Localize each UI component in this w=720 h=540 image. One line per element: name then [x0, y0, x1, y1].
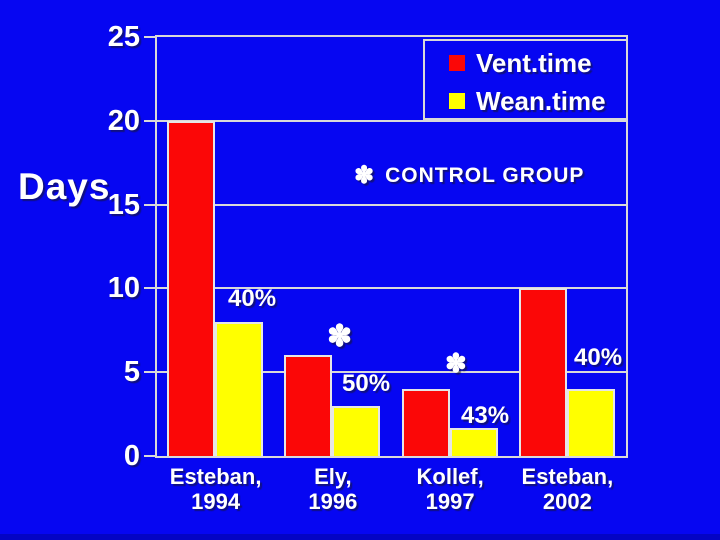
- asterisk-ely-1996: ✽: [327, 320, 353, 353]
- gridline-15: [157, 203, 626, 206]
- legend-label: Vent.time: [476, 48, 592, 78]
- y-axis-tick: [144, 371, 155, 374]
- vent-time-swatch-icon: [449, 55, 465, 71]
- bar-wean-time-group3: [449, 428, 498, 456]
- plot-area: 40% ✽ 50% ✽ 43% 40%: [155, 35, 628, 458]
- bar-vent-time-group2: [284, 355, 333, 456]
- y-axis-tick-label: 0: [123, 440, 140, 472]
- legend-item-wean-time: Wean.time: [449, 86, 606, 116]
- legend-item-vent-time: Vent.time: [449, 48, 592, 78]
- wean-time-swatch-icon: [449, 93, 465, 109]
- x-axis-category-group2: Ely, 1996: [308, 464, 358, 514]
- control-group-label: CONTROL GROUP: [385, 164, 585, 187]
- gridline-5: [157, 371, 626, 374]
- bar-wean-time-group2: [332, 406, 381, 456]
- gridline-10: [157, 287, 626, 290]
- y-axis-tick: [144, 455, 155, 457]
- pct-label-kollef-1997: 43%: [461, 402, 510, 429]
- pct-label-esteban-2002: 40%: [574, 344, 623, 371]
- pct-label-ely-1996: 50%: [342, 370, 391, 397]
- y-axis-tick-label: 10: [107, 272, 140, 305]
- legend-box: Vent.time Wean.time: [423, 39, 628, 120]
- y-axis-title: Days: [18, 166, 111, 207]
- y-axis-tick-label: 25: [107, 21, 140, 53]
- bar-wean-time-group4: [566, 389, 615, 456]
- bar-wean-time-group1: [215, 322, 263, 456]
- y-axis-tick: [144, 203, 155, 206]
- pct-label-esteban-1994: 40%: [228, 285, 277, 312]
- y-axis-tick-label: 20: [107, 104, 140, 137]
- y-axis-tick: [144, 287, 155, 290]
- y-axis-tick-label: 15: [107, 188, 140, 221]
- y-axis-tick: [144, 119, 155, 122]
- x-axis-category-group4: Esteban, 2002: [521, 464, 614, 514]
- control-group-note: ✽ CONTROL GROUP: [354, 163, 584, 189]
- bar-vent-time-group1: [167, 121, 215, 456]
- x-axis-category-group3: Kollef, 1997: [416, 464, 484, 514]
- y-axis-tick-label: 5: [123, 356, 140, 389]
- x-axis-category-group1: Esteban, 1994: [169, 464, 262, 514]
- asterisk-kollef-1997: ✽: [445, 348, 467, 378]
- y-axis-tick: [144, 36, 155, 38]
- slide-bottom-edge: [0, 534, 720, 540]
- legend-label: Wean.time: [476, 86, 606, 116]
- gridline-20: [157, 119, 626, 122]
- bar-vent-time-group4: [518, 288, 567, 456]
- asterisk-icon: ✽: [354, 162, 375, 189]
- bar-vent-time-group3: [401, 389, 450, 456]
